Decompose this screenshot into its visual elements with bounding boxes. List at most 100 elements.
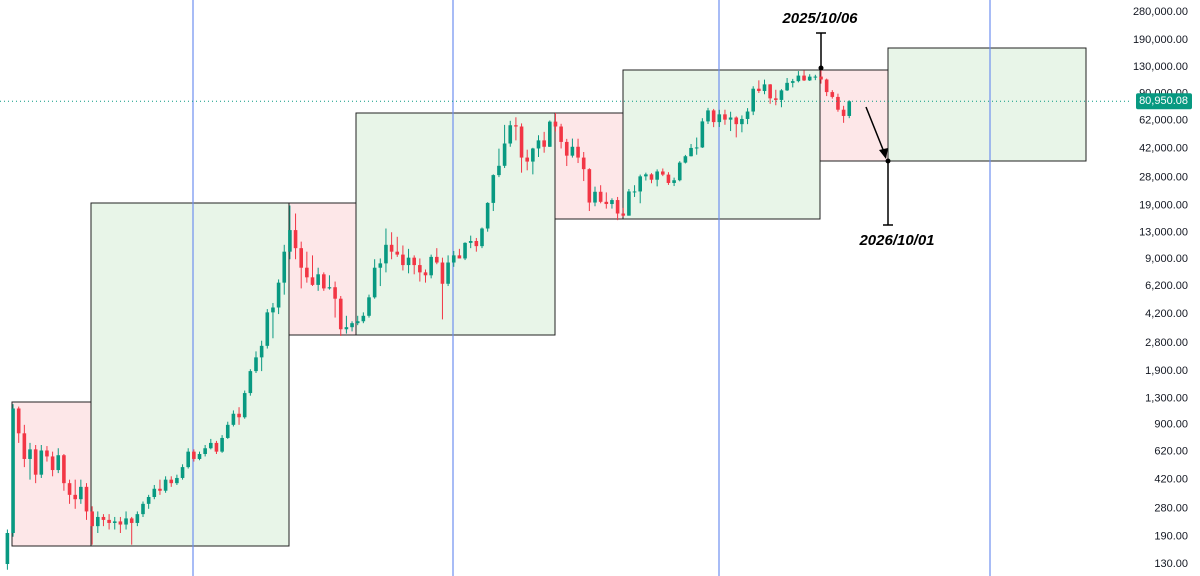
candle-body <box>796 75 801 82</box>
candle-body <box>96 516 100 527</box>
candle-body <box>723 114 727 120</box>
candle-body <box>508 125 513 144</box>
candle-body <box>700 121 705 148</box>
candle-body <box>542 140 546 147</box>
candle-body <box>254 357 258 372</box>
y-tick-label: 1,300.00 <box>1145 392 1188 404</box>
candle-body <box>305 267 309 278</box>
candle-body <box>389 244 394 252</box>
candle-body <box>84 486 89 512</box>
last-price-tag <box>1136 93 1192 110</box>
last-price-label: 80,950.08 <box>1139 95 1188 107</box>
candle-body <box>740 118 744 125</box>
candles <box>5 69 852 570</box>
candle-body <box>367 297 371 316</box>
annotation-arrow <box>865 106 885 153</box>
candle-body <box>435 256 439 263</box>
candle-body <box>50 456 55 471</box>
candle-body <box>401 254 405 266</box>
candle-body <box>559 126 563 142</box>
candle-body <box>485 202 490 229</box>
candle-body <box>468 240 473 243</box>
candle-body <box>197 453 202 459</box>
candle-body <box>536 140 541 149</box>
candle-body <box>774 98 778 100</box>
candle-body <box>621 213 626 216</box>
candle-body <box>711 110 716 123</box>
candle-body <box>581 157 586 170</box>
candle-body <box>649 174 654 180</box>
candle-body <box>672 180 676 183</box>
candle-body <box>214 442 219 452</box>
candle-body <box>28 449 32 459</box>
candle-body <box>570 146 575 156</box>
candle-body <box>169 479 174 484</box>
candle-body <box>491 175 496 203</box>
candle-body <box>734 117 739 125</box>
candle-body <box>265 312 270 346</box>
bull-zone <box>622 69 821 220</box>
candle-body <box>209 442 213 449</box>
candle-body <box>237 413 241 418</box>
y-tick-label: 280,000.00 <box>1133 6 1188 18</box>
candle-body <box>112 521 117 523</box>
candle-body <box>175 477 179 484</box>
candle-body <box>378 263 383 268</box>
candle-body <box>412 257 416 266</box>
candle-body <box>457 255 462 259</box>
candle-body <box>79 486 83 500</box>
y-tick-label: 13,000.00 <box>1139 227 1188 239</box>
candle-body <box>666 174 671 183</box>
candle-body <box>610 200 614 205</box>
candle-body <box>779 90 784 100</box>
candle-body <box>728 117 733 120</box>
candle-body <box>514 125 518 127</box>
zones <box>11 47 1087 547</box>
candle-body <box>338 298 343 330</box>
candle-body <box>548 121 552 147</box>
y-tick-label: 2,800.00 <box>1145 337 1188 349</box>
candle-body <box>446 262 450 284</box>
y-tick-label: 9,000.00 <box>1145 253 1188 265</box>
candle-body <box>502 143 507 166</box>
y-tick-label: 280.00 <box>1154 503 1188 515</box>
candle-body <box>271 307 275 313</box>
candle-body <box>451 255 456 263</box>
candle-body <box>299 248 303 268</box>
bear-zone <box>819 69 889 162</box>
candle-body <box>73 494 77 500</box>
candle-body <box>813 76 818 78</box>
candle-body <box>717 114 722 123</box>
candle-body <box>288 230 292 252</box>
candle-body <box>598 191 603 202</box>
y-tick-label: 620.00 <box>1154 446 1188 458</box>
y-tick-label: 190.00 <box>1154 531 1188 543</box>
candle-body <box>440 262 445 284</box>
cycle-lines <box>192 0 991 576</box>
candle-body <box>553 121 558 127</box>
candle-body <box>225 424 230 438</box>
candle-body <box>525 157 529 162</box>
candle-body <box>355 321 360 324</box>
candle-body <box>463 242 467 259</box>
candle-body <box>847 101 852 116</box>
candle-body <box>790 81 795 83</box>
candle-body <box>33 449 38 475</box>
y-tick-label: 19,000.00 <box>1139 199 1188 211</box>
candle-body <box>531 148 535 162</box>
candle-body <box>661 171 665 175</box>
y-tick-label: 130,000.00 <box>1133 61 1188 73</box>
candle-body <box>706 110 710 122</box>
candle-body <box>564 141 569 156</box>
candle-body <box>587 169 592 203</box>
candle-body <box>395 251 400 255</box>
candle-body <box>497 165 501 176</box>
bull-zone <box>887 47 1087 162</box>
candle-body <box>423 272 428 276</box>
candle-body <box>327 287 332 289</box>
candle-body <box>406 257 411 266</box>
candle-body <box>163 479 168 491</box>
candle-body <box>632 191 637 193</box>
